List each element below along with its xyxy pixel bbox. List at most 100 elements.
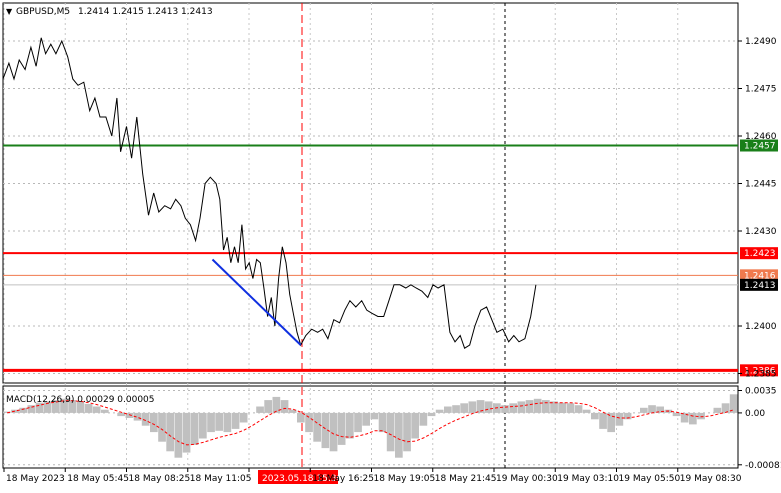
macd-bar: [582, 409, 591, 413]
macd-bar: [672, 412, 681, 417]
macd-bar: [223, 412, 232, 433]
time-tick-label: 18 May 08:25: [129, 474, 191, 484]
macd-bar: [542, 400, 550, 413]
level-label-box: [740, 364, 778, 377]
price-axis: 1.2490 1.2475 1.2460 1.2445 1.2430 1.2400 1.23…: [738, 37, 777, 380]
macd-bar: [84, 403, 93, 413]
macd-bar: [729, 394, 738, 413]
macd-tick-label: 0.00: [745, 409, 765, 419]
macd-bar: [264, 400, 272, 413]
macd-bar: [713, 407, 722, 413]
price-levels: 1.2457 1.2423 1.2416 1.2386 1.2413: [3, 139, 778, 377]
macd-bar: [190, 412, 199, 445]
macd-bar: [141, 412, 150, 426]
macd-bar: [182, 412, 191, 453]
time-tick-label: 18 May 2023: [6, 474, 65, 484]
macd-bar: [640, 407, 648, 413]
macd-bar: [656, 406, 664, 413]
current-price-box: [740, 278, 778, 291]
macd-bar: [158, 412, 166, 442]
time-tick-label: 19 May 08:30: [680, 474, 742, 484]
level-label: 1.2386: [744, 366, 776, 376]
price-tick-label: 1.2490: [745, 37, 777, 47]
macd-bar: [92, 406, 101, 413]
trendline[interactable]: [211, 258, 302, 346]
macd-bar: [680, 412, 689, 423]
macd-bar: [215, 412, 223, 431]
price-tick-label: 1.2400: [745, 322, 777, 332]
macd-bar: [76, 401, 85, 413]
macd-bar: [525, 400, 534, 413]
macd-bar: [354, 412, 362, 433]
macd-bar: [395, 412, 403, 458]
macd-bar: [648, 405, 656, 413]
macd-bar: [11, 409, 19, 413]
macd-bar: [484, 401, 493, 413]
price-tick-label: 1.2460: [745, 132, 777, 142]
price-panel[interactable]: [2, 2, 739, 384]
macd-bar: [19, 407, 27, 413]
price-tick-label: 1.2445: [745, 180, 777, 190]
level-label: 1.2416: [744, 271, 776, 281]
time-tick-label: 19 May 05:50: [619, 474, 681, 484]
macd-bar: [239, 412, 248, 423]
macd-bar: [337, 412, 346, 445]
macd-bar: [427, 412, 436, 417]
price-series: [2, 37, 537, 349]
price-tick-label: 1.2430: [745, 227, 777, 237]
macd-bar: [370, 412, 379, 420]
macd-bar: [697, 412, 705, 420]
macd-bar: [599, 412, 607, 429]
macd-bar: [3, 411, 11, 413]
macd-bar: [43, 401, 52, 413]
macd-bar: [346, 412, 354, 439]
macd-tick-label: 0.0035: [745, 386, 777, 396]
macd-bar: [615, 412, 624, 426]
macd-bar: [272, 396, 281, 413]
time-tick-label: 18 May 21:45: [435, 474, 497, 484]
macd-bar: [509, 403, 517, 413]
macd-bar: [60, 398, 68, 413]
macd-bar: [517, 401, 526, 413]
macd-bar: [623, 412, 632, 420]
macd-bar: [386, 412, 395, 452]
macd-bar: [607, 412, 615, 433]
time-tick-label: 19 May 00:30: [496, 474, 558, 484]
macd-bar: [117, 412, 125, 417]
price-line: [2, 37, 537, 349]
ohlc-values: 1.2414 1.2415 1.2413 1.2413: [78, 7, 213, 17]
macd-bar: [362, 412, 370, 426]
macd-bar: [378, 412, 387, 433]
macd-bar: [419, 412, 428, 426]
macd-bar: [550, 401, 558, 413]
price-tick-label: 1.2385: [745, 370, 777, 380]
macd-bar: [35, 402, 44, 413]
macd-title: MACD(12,26,9) 0.00029 0.00005: [6, 395, 155, 405]
current-price-label: 1.2413: [744, 281, 776, 291]
level-label: 1.2423: [744, 249, 776, 259]
macd-bar: [329, 412, 338, 452]
time-tick-label: 18 May 16:25: [312, 474, 374, 484]
macd-bar: [452, 405, 460, 413]
macd-bar: [125, 412, 134, 418]
macd-bar: [566, 403, 575, 413]
macd-bar: [313, 412, 321, 442]
level-label: 1.2457: [744, 142, 776, 152]
macd-bar: [574, 405, 583, 413]
macd-bar: [133, 412, 142, 421]
macd-bar: [280, 400, 289, 413]
macd-bar: [321, 412, 330, 449]
trendline-segment: [211, 258, 302, 346]
time-tick-label: 2023.05.18 15:30: [262, 474, 343, 484]
symbol-label: GBPUSD,M5: [16, 7, 70, 17]
level-label-box: [740, 269, 778, 282]
macd-series: [3, 394, 738, 458]
macd-bar: [174, 412, 183, 458]
macd-bar: [533, 398, 542, 413]
macd-panel[interactable]: [2, 385, 739, 469]
macd-bar: [27, 405, 36, 413]
